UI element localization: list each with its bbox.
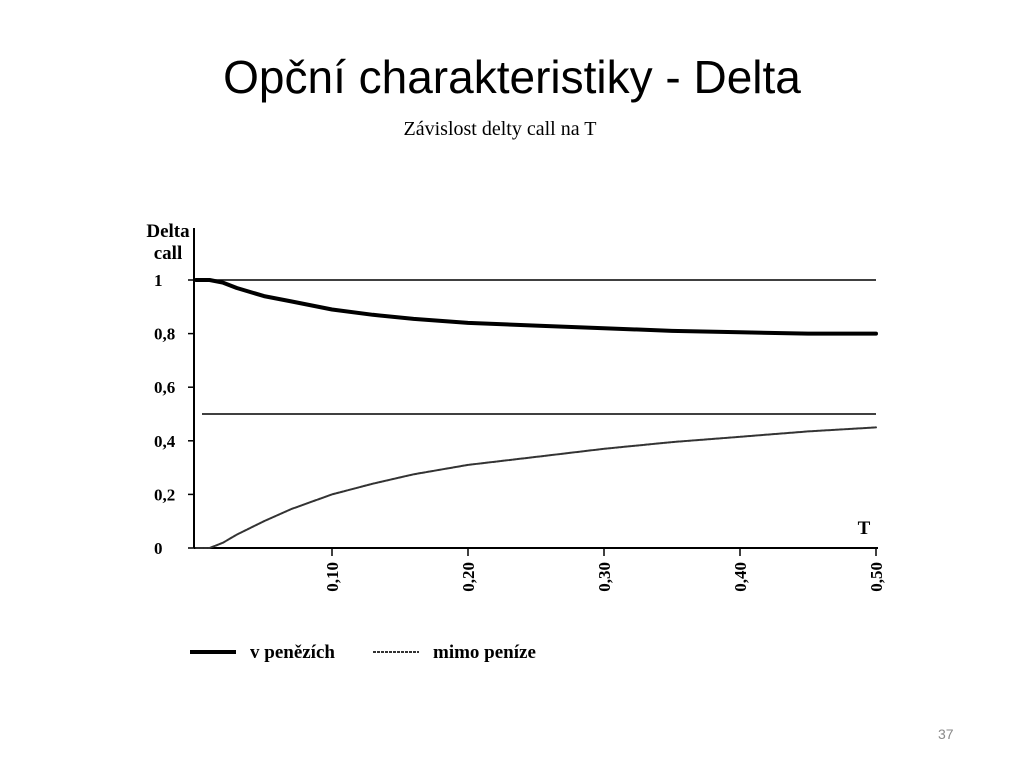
y-axis-label: call [154,243,183,264]
reference-lines [202,279,876,415]
chart-ticks: 10,80,60,40,200,10 0,20 0,30 0,40 0,50 [154,271,886,592]
chart-series [194,278,878,549]
chart-subtitle: Závislost delty call na T [403,118,597,140]
legend-label-1: mimo peníze [433,642,536,663]
x-tick-label: 0,20 [459,562,478,592]
slide-title: Opční charakteristiky - Delta [223,51,801,103]
y-tick-label: 1 [154,271,163,290]
x-tick-label: 0,40 [731,562,750,592]
chart-legend: v penězích mimo peníze [190,642,536,663]
chart-axes [193,228,878,549]
y-tick-label: 0,4 [154,432,176,451]
x-tick-label: 0,30 [595,562,614,592]
x-tick-label: 0,50 [867,562,886,592]
series-line-0 [194,278,878,336]
page-number: 37 [938,726,954,742]
y-tick-label: 0,6 [154,378,175,397]
y-axis-label: Delta [146,221,190,242]
series-line-1 [195,426,877,549]
x-axis-label: T [858,518,871,539]
y-tick-label: 0,2 [154,485,175,504]
y-tick-label: 0,8 [154,325,175,344]
x-tick-label: 0,10 [323,562,342,592]
y-tick-label: 0 [154,539,163,558]
legend-label-0: v penězích [250,642,335,663]
